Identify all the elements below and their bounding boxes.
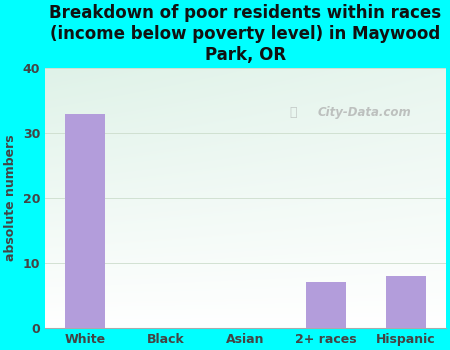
Text: Ⓘ: Ⓘ — [290, 106, 297, 119]
Y-axis label: absolute numbers: absolute numbers — [4, 135, 17, 261]
Bar — [386, 276, 426, 328]
Text: City-Data.com: City-Data.com — [318, 106, 411, 119]
Title: Breakdown of poor residents within races
(income below poverty level) in Maywood: Breakdown of poor residents within races… — [50, 4, 441, 64]
Bar — [65, 114, 105, 328]
Bar — [306, 282, 346, 328]
